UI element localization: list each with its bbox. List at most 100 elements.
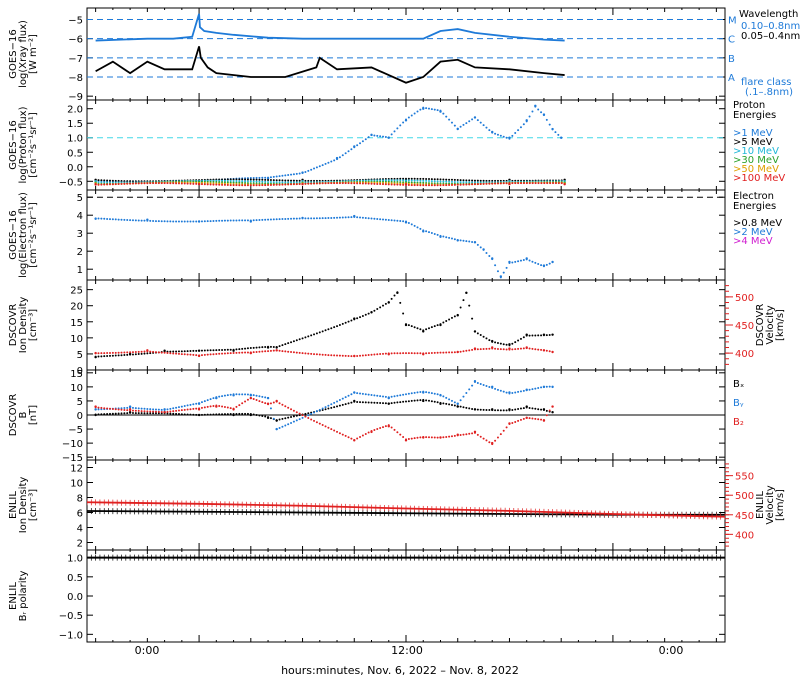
series-point->30 MeV	[215, 181, 218, 184]
series-point->2 MeV	[430, 232, 433, 235]
series-point->2 MeV	[336, 216, 339, 219]
series-point->1 MeV	[407, 116, 410, 119]
series-point-B₂	[519, 418, 522, 421]
ytick-label: 1.0	[67, 134, 83, 145]
series-point-Bᵧ	[134, 407, 137, 410]
series-point-B₂	[131, 409, 134, 412]
ytick-label: 20	[70, 302, 83, 313]
data-point->2 MeV	[422, 230, 425, 233]
series-point-velocity	[405, 352, 407, 355]
series-point-Bᵧ	[238, 393, 241, 396]
series-point->100 MeV	[382, 183, 385, 186]
legend-title: Energies	[733, 201, 776, 212]
series-point-velocity	[261, 350, 264, 353]
series-point->1 MeV	[382, 135, 385, 138]
series-point->2 MeV	[200, 220, 203, 223]
series-point-Bᵧ	[192, 403, 195, 406]
series-point-Bₓ	[338, 404, 341, 407]
series-point-Bₓ	[226, 413, 229, 416]
data-point-Bₓ	[197, 413, 201, 417]
series-point-B₂	[183, 408, 186, 411]
series-point->100 MeV	[402, 183, 405, 186]
data-point->2 MeV	[525, 257, 528, 260]
data-point-velocity	[508, 347, 511, 350]
data-point-Bₓ	[387, 402, 390, 405]
series-point-B₂	[373, 429, 376, 432]
ylabel: DSCOVRB[nT]	[8, 394, 39, 437]
series-point->10 MeV	[402, 179, 405, 182]
series-point->100 MeV	[269, 183, 272, 186]
series-point->1 MeV	[548, 123, 551, 126]
series-point-density	[180, 350, 183, 353]
data-point-Bᵧ	[439, 394, 442, 397]
series-point->5 MeV	[465, 179, 468, 182]
series-point->10 MeV	[108, 181, 111, 184]
series-point-Bᵧ	[413, 391, 416, 394]
series-point-Bᵧ	[264, 396, 267, 399]
series-point-B₂	[313, 419, 316, 422]
series-point->10 MeV	[387, 179, 390, 182]
series-point-Bₓ	[134, 412, 137, 415]
series-point-B₂	[393, 428, 396, 431]
ylabel: ENLILIon Density[cm⁻³]	[8, 477, 39, 534]
series-point-density	[442, 321, 445, 324]
ytick-label: 0.0	[67, 592, 83, 603]
series-point-B₂	[244, 400, 247, 403]
series-point-velocity	[382, 352, 385, 355]
series-point->2 MeV	[281, 218, 284, 221]
series-point-B₂	[261, 401, 264, 404]
series-point-density	[226, 348, 229, 351]
series-point-velocity	[361, 354, 364, 357]
series-point-Bᵧ	[459, 399, 462, 402]
series-point-Bₓ	[223, 413, 226, 416]
series-point-Bᵧ	[269, 407, 272, 410]
series-point-B₂	[347, 436, 350, 439]
data-point-density	[542, 333, 546, 336]
series-point-Bₓ	[146, 412, 149, 415]
series-point-density	[373, 309, 376, 312]
series-point-B₂	[333, 429, 336, 432]
data-point->100 MeV	[301, 182, 304, 186]
series-point-density	[356, 317, 359, 320]
series-point->1 MeV	[252, 176, 255, 179]
series-point->2 MeV	[195, 220, 198, 223]
ylabel: GOES−16log(Proton flux)[cm⁻²s⁻¹sr⁻¹]	[8, 106, 39, 183]
series-point->2 MeV	[180, 220, 183, 223]
right-ytick-label: 400	[735, 530, 754, 541]
series-point-Bₓ	[390, 402, 393, 405]
series-point->100 MeV	[209, 183, 212, 186]
series-point-density	[177, 350, 180, 353]
series-point->10 MeV	[439, 180, 442, 183]
data-point-velocity	[94, 351, 97, 355]
series-point-B₂	[315, 421, 318, 424]
series-point->100 MeV	[290, 183, 293, 186]
series-point-Bₓ	[238, 412, 241, 415]
data-point-density	[473, 330, 477, 333]
data-point-density	[370, 310, 373, 314]
series-point-density	[534, 334, 537, 337]
series-point-Bₓ	[172, 412, 175, 415]
series-point->5 MeV	[232, 178, 235, 181]
series-point-Bₓ	[123, 412, 126, 415]
series-point-Bᵧ	[318, 408, 321, 411]
right-ytick-label: 500	[735, 491, 754, 502]
data-point->1 MeV	[508, 136, 511, 139]
series-point->1 MeV	[344, 152, 347, 155]
series-point-density	[169, 350, 172, 353]
ytick-label: −9	[68, 92, 83, 103]
series-point-density	[278, 345, 281, 348]
series-point-Bₓ	[120, 412, 123, 415]
series-point->1 MeV	[330, 160, 333, 163]
series-point-velocity	[468, 349, 471, 352]
series-point->2 MeV	[445, 236, 448, 239]
series-point-Bₓ	[143, 412, 146, 415]
series-point-velocity	[315, 353, 318, 356]
panel-frame	[86, 189, 726, 281]
series-point-Bᵧ	[502, 390, 505, 393]
series-point-Bᵧ	[310, 412, 313, 415]
data-point-Bₓ	[473, 408, 477, 411]
ylabel-line: Ion Density	[18, 477, 29, 534]
data-point-Bₓ	[275, 419, 278, 422]
series-point-Bₓ	[425, 399, 428, 402]
series-point-velocity	[402, 352, 405, 355]
